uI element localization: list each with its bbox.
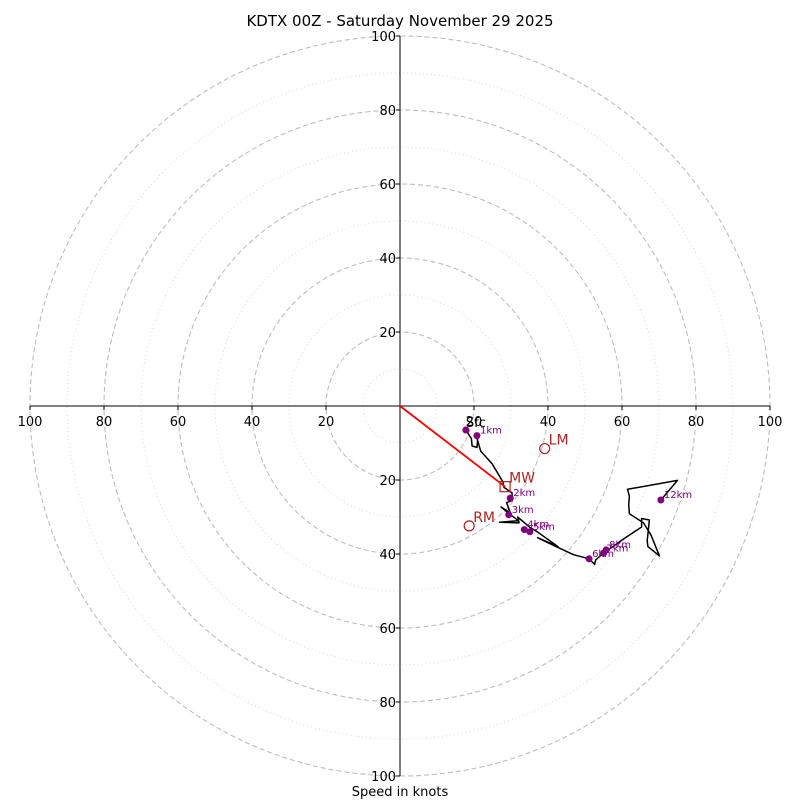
y-tick-label: 100 [371, 770, 396, 785]
x-tick-label: 40 [244, 415, 261, 430]
x-tick-label: 80 [688, 415, 705, 430]
storm-motion-marker [463, 520, 475, 532]
shear-vector [399, 405, 506, 488]
storm-motion-markers: LM MW RM [463, 433, 569, 532]
x-tick-label: 60 [170, 415, 187, 430]
height-marker-label: 5km [533, 522, 555, 533]
height-marker-label: 12km [664, 490, 692, 501]
x-tick-label: 100 [18, 415, 43, 430]
y-tick-label: 80 [379, 696, 396, 711]
y-tick-label: 60 [379, 622, 396, 637]
storm-motion-label: RM [473, 510, 495, 526]
height-marker-label: 3km [512, 505, 534, 516]
tick-labels: 20 20 20 20 40 40 40 40 60 60 60 60 80 80 80 80 100 100 10… [18, 30, 783, 785]
x-tick-label: 100 [758, 415, 783, 430]
height-marker-label: 7km [607, 543, 629, 554]
y-tick-label: 40 [379, 252, 396, 267]
height-marker-dot [473, 432, 481, 440]
surface-marker-dot [462, 426, 470, 434]
x-tick-label: 60 [614, 415, 631, 430]
height-marker-dot [506, 494, 514, 502]
surface-marker-label: Sfc [466, 416, 486, 431]
height-marker-label: 8km [609, 540, 631, 551]
x-tick-label: 80 [96, 415, 113, 430]
y-tick-label: 80 [379, 104, 396, 119]
height-marker-label: 4km [527, 520, 549, 531]
height-markers: Sfc1km2km3km4km5km6km7km8km12km [462, 416, 692, 563]
height-marker-dot [602, 546, 610, 554]
x-axis-label: Speed in knots [352, 785, 449, 800]
y-tick-label: 100 [371, 30, 396, 45]
x-tick-label: 40 [540, 415, 557, 430]
x-tick-label: 20 [466, 415, 483, 430]
y-tick-label: 20 [379, 326, 396, 341]
height-marker-dot [505, 511, 513, 519]
chart-title: KDTX 00Z - Saturday November 29 2025 [246, 12, 553, 30]
height-marker-label: 2km [513, 488, 535, 499]
y-tick-label: 60 [379, 178, 396, 193]
storm-motion-marker [539, 442, 551, 455]
height-marker-dot [585, 555, 593, 563]
storm-motion-label: LM [549, 433, 569, 449]
y-tick-label: 40 [379, 548, 396, 563]
storm-motion-label: MW [509, 471, 535, 487]
height-marker-label: 1km [480, 426, 502, 437]
hodograph-trace [465, 429, 679, 566]
y-tick-label: 20 [379, 474, 396, 489]
mean-wind-marker [499, 481, 511, 493]
height-marker-dot [526, 528, 534, 536]
height-marker-dot [520, 526, 528, 534]
x-tick-label: 20 [318, 415, 335, 430]
height-marker-dot [657, 496, 665, 504]
